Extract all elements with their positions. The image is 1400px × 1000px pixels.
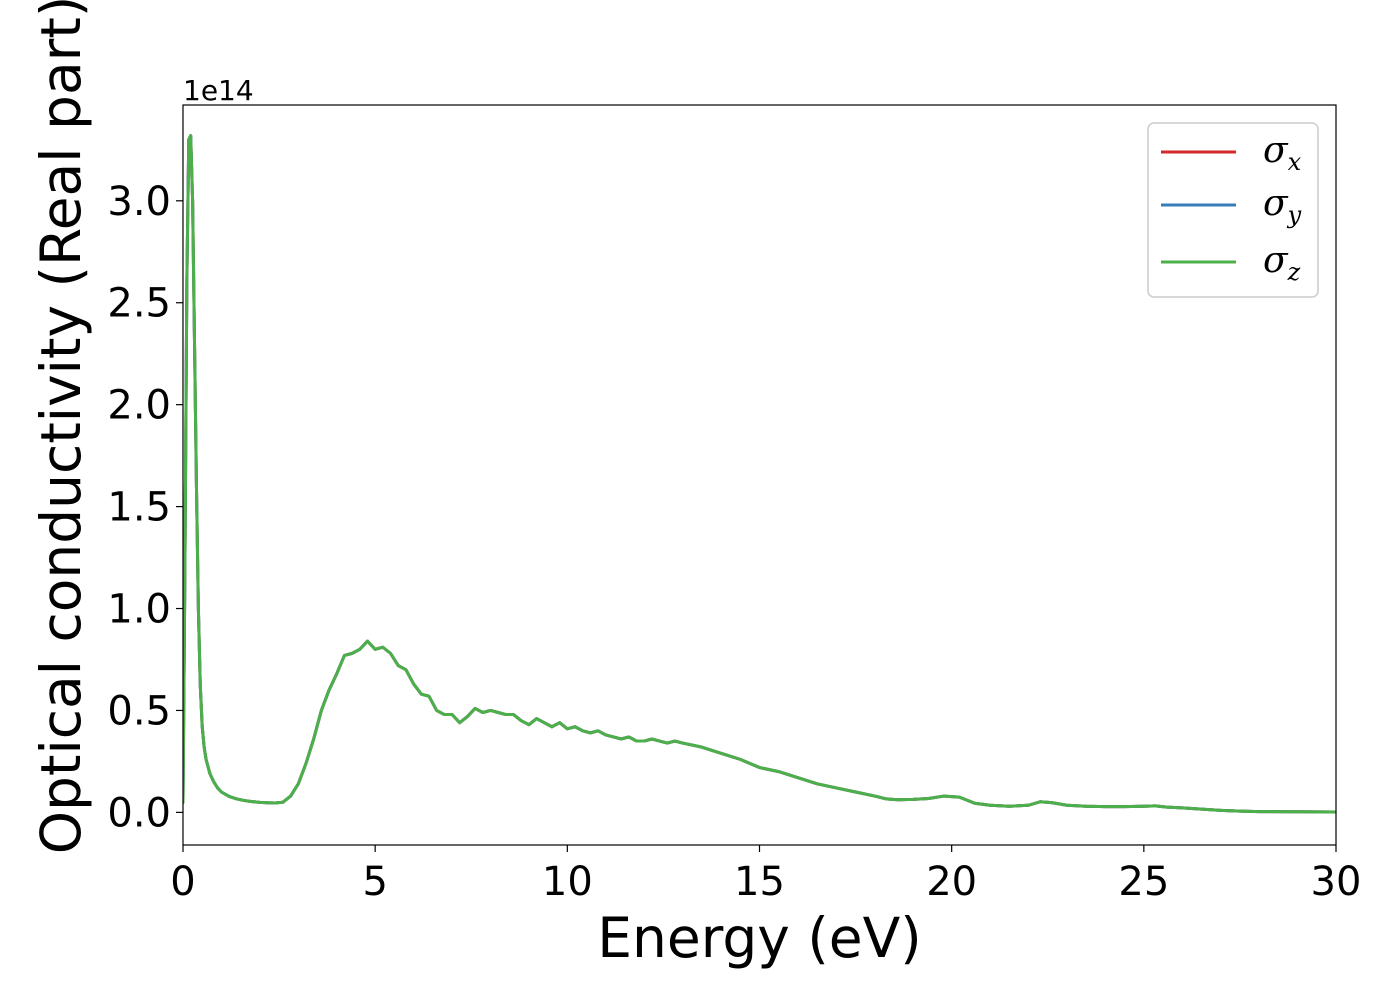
- y-tick-label: 1.5: [107, 485, 171, 531]
- x-axis-title: Energy (eV): [597, 906, 921, 970]
- legend-subscript: z: [1287, 258, 1301, 286]
- y-tick-label: 1.0: [107, 587, 171, 633]
- legend-box: [1147, 122, 1319, 298]
- x-tick-label: 15: [734, 859, 785, 905]
- y-tick-label: 2.5: [107, 281, 171, 327]
- y-tick-label: 0.5: [107, 688, 171, 734]
- legend-subscript: y: [1287, 201, 1302, 229]
- x-tick-label: 30: [1311, 859, 1362, 905]
- legend-label-x: σx: [1263, 130, 1302, 176]
- x-axis-ticks: 0 5 10 15 20 25 30: [170, 845, 1361, 905]
- legend-symbol: σ: [1263, 240, 1289, 281]
- legend-symbol: σ: [1263, 130, 1289, 171]
- x-tick-label: 0: [170, 859, 195, 905]
- legend-label-y: σy: [1263, 183, 1302, 229]
- legend-subscript: x: [1288, 148, 1302, 176]
- x-tick-label: 25: [1118, 859, 1169, 905]
- y-tick-label: 3.0: [107, 179, 171, 225]
- y-axis-offset-label: 1e14: [183, 74, 254, 107]
- legend-label-z: σz: [1263, 240, 1301, 286]
- series-line-z: [183, 134, 1336, 814]
- y-tick-label: 2.0: [107, 383, 171, 429]
- x-tick-label: 10: [542, 859, 593, 905]
- y-axis-title: Optical conductivity (Real part): [29, 0, 93, 854]
- legend-symbol: σ: [1263, 183, 1289, 224]
- series-layer: [183, 134, 1336, 814]
- x-tick-label: 20: [926, 859, 977, 905]
- y-tick-label: 0.0: [107, 790, 171, 836]
- x-tick-label: 5: [362, 859, 387, 905]
- y-axis-ticks: 0.0 0.5 1.0 1.5 2.0 2.5 3.0: [107, 179, 183, 836]
